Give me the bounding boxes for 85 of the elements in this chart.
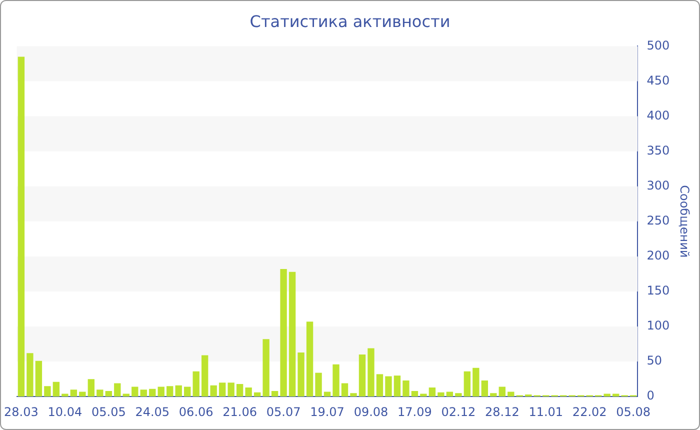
bar: [411, 390, 418, 397]
bar: [271, 390, 278, 397]
bar: [350, 393, 357, 397]
bar: [604, 394, 610, 397]
y-tick-label: 100: [646, 318, 670, 333]
bar: [464, 371, 471, 397]
bar: [481, 380, 488, 397]
bar: [446, 392, 454, 397]
y-tick-label: 0: [646, 388, 654, 403]
bar: [88, 379, 95, 397]
bar: [438, 392, 444, 397]
x-tick-label: 02.12: [441, 404, 476, 419]
y-tick-label: 400: [646, 108, 670, 122]
x-tick-label: 17.09: [398, 404, 432, 419]
y-tick-label: 200: [646, 248, 670, 263]
bar: [228, 382, 234, 397]
bar: [62, 394, 68, 397]
bar: [368, 348, 374, 397]
bar: [52, 382, 60, 397]
bar: [306, 322, 314, 397]
bar: [341, 383, 348, 397]
bar: [26, 353, 34, 397]
y-tick-label: 300: [646, 178, 670, 192]
bar: [490, 393, 497, 397]
bar: [498, 386, 506, 397]
x-tick-label: 28.12: [484, 404, 520, 419]
bar: [254, 392, 261, 397]
bar: [262, 339, 270, 397]
bar: [394, 376, 401, 397]
x-tick-label: 24.05: [135, 404, 170, 419]
bar: [70, 390, 78, 397]
bar: [420, 394, 427, 397]
x-tick-label: 19.07: [310, 404, 344, 419]
y-tick-label: 500: [646, 38, 670, 52]
bar: [18, 56, 25, 397]
bar: [288, 272, 296, 397]
bar: [149, 388, 156, 397]
bar: [472, 368, 480, 397]
chart-title: Статистика активности: [250, 12, 450, 31]
x-tick-label: 05.05: [91, 404, 126, 419]
bar: [376, 374, 384, 397]
y-axis-title: Сообщений: [678, 185, 692, 258]
bar: [184, 386, 191, 397]
x-tick-label: 21.06: [222, 404, 257, 419]
y-tick-label: 350: [646, 143, 670, 158]
bar: [79, 392, 86, 397]
y-tick-label: 50: [646, 354, 662, 368]
y-tick-label: 250: [646, 214, 670, 228]
bar: [332, 364, 340, 397]
y-tick-label: 150: [646, 284, 670, 298]
bar: [96, 390, 104, 397]
bar: [201, 355, 208, 397]
bar: [324, 392, 331, 397]
bar: [358, 354, 366, 397]
bar: [210, 385, 217, 397]
bar: [280, 269, 287, 397]
bar: [236, 384, 244, 397]
bar: [132, 386, 138, 397]
bar: [298, 352, 304, 397]
x-tick-label: 28.03: [4, 404, 38, 419]
bar: [175, 385, 182, 397]
bar: [245, 387, 252, 397]
x-tick-label: 06.06: [178, 404, 214, 419]
bar: [455, 393, 462, 397]
bar: [402, 380, 410, 397]
x-tick-label: 10.04: [48, 404, 82, 419]
bar: [315, 372, 322, 397]
bar: [140, 390, 147, 397]
y-tick-label: 450: [646, 73, 670, 88]
x-tick-label: 05.07: [266, 404, 301, 419]
bar: [44, 386, 51, 397]
bar: [385, 376, 392, 397]
x-tick-label: 09.08: [354, 404, 388, 419]
x-tick-label: 11.01: [528, 404, 564, 419]
x-tick-label: 22.02: [572, 404, 607, 419]
bar: [35, 360, 42, 397]
bar: [218, 382, 226, 397]
bar: [114, 383, 121, 397]
bar: [508, 392, 514, 397]
bar: [105, 390, 112, 397]
bar: [192, 371, 200, 397]
x-tick-label: 05.08: [616, 404, 651, 419]
bar: [428, 387, 436, 397]
bar: [158, 386, 164, 397]
bar: [166, 386, 174, 397]
